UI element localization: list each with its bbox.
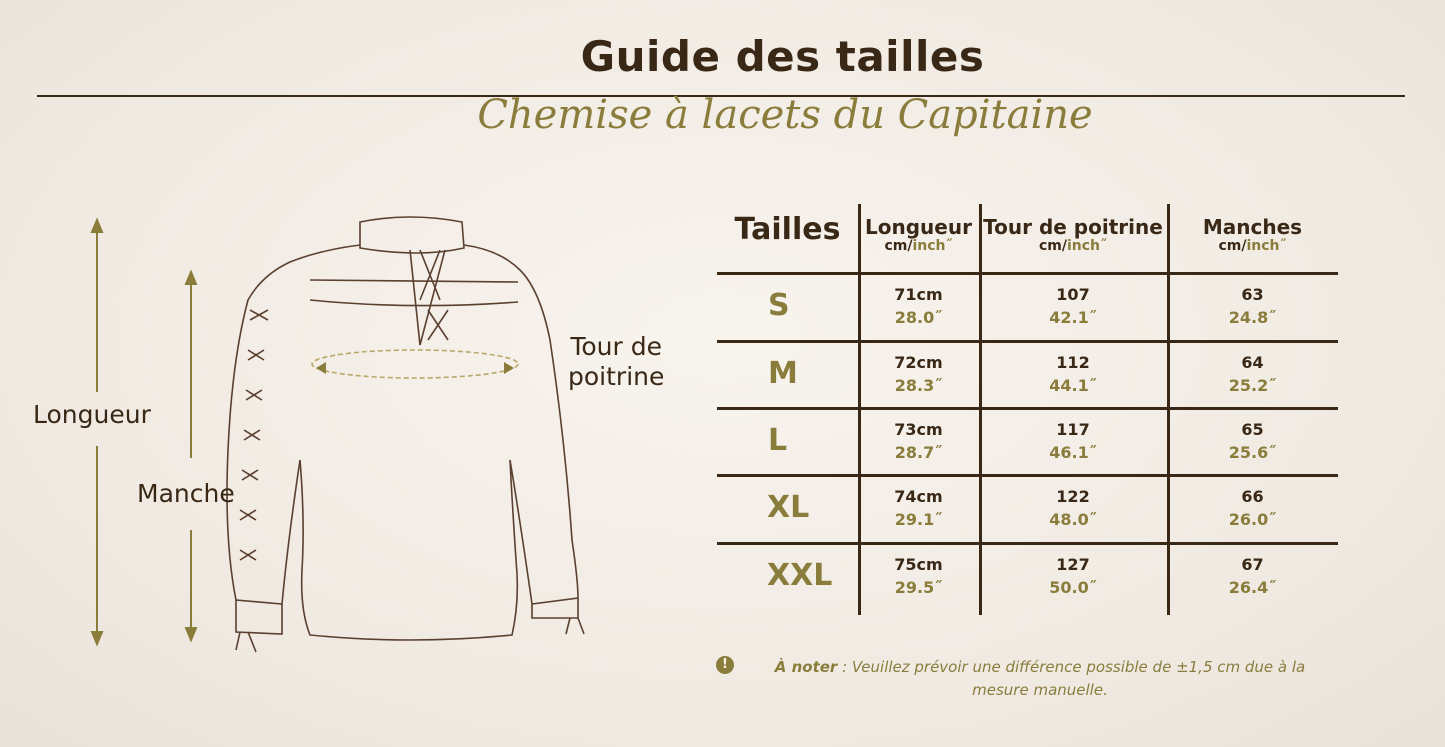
value-inch: 44.1˝ — [1049, 376, 1097, 395]
length-arrow — [90, 217, 104, 647]
value-cm: 66 — [1241, 487, 1264, 506]
value-cm: 72cm — [894, 353, 943, 372]
value-inch: 28.3˝ — [894, 376, 943, 395]
value-cm: 73cm — [894, 420, 943, 439]
size-label: S — [768, 288, 790, 323]
measurement-cell: 117 46.1˝ — [979, 418, 1167, 464]
measurement-cell: 74cm 29.1˝ — [858, 485, 979, 531]
value-inch: 29.1˝ — [894, 510, 943, 529]
note-text: : Veuillez prévoir une différence possib… — [837, 658, 1306, 699]
value-inch: 25.2˝ — [1228, 376, 1277, 395]
table-divider — [979, 204, 982, 615]
unit-cm: cm/ — [884, 238, 913, 254]
measurement-cell: 66 26.0˝ — [1167, 485, 1338, 531]
table-divider — [717, 542, 1338, 545]
measurement-cell: 65 25.6˝ — [1167, 418, 1338, 464]
value-inch: 26.0˝ — [1228, 510, 1277, 529]
measurement-cell: 72cm 28.3˝ — [858, 351, 979, 397]
column-label: Tour de poitrine — [983, 215, 1163, 239]
value-cm: 63 — [1241, 285, 1264, 304]
value-inch: 42.1˝ — [1049, 308, 1097, 327]
chest-label-line1: Tour de — [570, 332, 662, 361]
size-label: XXL — [767, 558, 833, 593]
value-inch: 50.0˝ — [1049, 578, 1097, 597]
value-cm: 64 — [1241, 353, 1264, 372]
value-cm: 65 — [1241, 420, 1264, 439]
measurement-cell: 71cm 28.0˝ — [858, 283, 979, 329]
value-inch: 28.0˝ — [894, 308, 943, 327]
value-inch: 29.5˝ — [894, 578, 943, 597]
size-label: M — [768, 356, 798, 391]
value-inch: 24.8˝ — [1228, 308, 1277, 327]
value-cm: 71cm — [894, 285, 943, 304]
table-divider — [717, 272, 1338, 275]
page-subtitle: Chemise à lacets du Capitaine — [477, 92, 1093, 138]
value-inch: 46.1˝ — [1049, 443, 1097, 462]
column-label: Manches — [1202, 215, 1303, 239]
table-divider — [858, 204, 861, 615]
column-label: Longueur — [865, 215, 972, 239]
size-label: L — [768, 423, 788, 458]
value-cm: 122 — [1056, 487, 1090, 506]
value-inch: 25.6˝ — [1228, 443, 1277, 462]
unit-inch: inch˝ — [912, 238, 953, 254]
shirt-outline-icon — [226, 216, 585, 653]
value-cm: 107 — [1056, 285, 1090, 304]
measurement-cell: 112 44.1˝ — [979, 351, 1167, 397]
value-cm: 112 — [1056, 353, 1090, 372]
value-cm: 127 — [1056, 555, 1090, 574]
shirt-diagram — [90, 216, 585, 653]
sleeve-label: Manche — [137, 479, 235, 508]
value-inch: 28.7˝ — [894, 443, 943, 462]
length-label: Longueur — [33, 400, 151, 429]
table-divider — [717, 407, 1338, 410]
measurement-cell: 67 26.4˝ — [1167, 553, 1338, 599]
measurement-cell: 63 24.8˝ — [1167, 283, 1338, 329]
column-header: Longueur cm/inch˝ — [858, 216, 979, 254]
chest-label-line2: poitrine — [568, 362, 665, 391]
exclamation-circle-icon: ! — [716, 656, 734, 674]
measurement-cell: 107 42.1˝ — [979, 283, 1167, 329]
table-divider — [717, 340, 1338, 343]
note: À noter : Veuillez prévoir une différenc… — [760, 656, 1320, 702]
chest-label: Tour de poitrine — [568, 332, 664, 392]
measurement-cell: 75cm 29.5˝ — [858, 553, 979, 599]
size-label: XL — [767, 490, 810, 525]
unit-inch: inch˝ — [1246, 238, 1287, 254]
unit-cm: cm/ — [1218, 238, 1247, 254]
page-title: Guide des tailles — [580, 32, 985, 81]
size-header: Tailles — [734, 212, 841, 247]
table-divider — [1167, 204, 1170, 615]
title-divider — [37, 95, 1405, 97]
table-divider — [717, 474, 1338, 477]
value-inch: 48.0˝ — [1049, 510, 1097, 529]
value-cm: 117 — [1056, 420, 1090, 439]
column-header: Manches cm/inch˝ — [1167, 216, 1338, 254]
measurement-cell: 73cm 28.7˝ — [858, 418, 979, 464]
value-cm: 67 — [1241, 555, 1264, 574]
unit-inch: inch˝ — [1066, 238, 1108, 254]
unit-cm: cm/ — [1038, 238, 1067, 254]
note-label: À noter — [774, 658, 838, 676]
measurement-cell: 64 25.2˝ — [1167, 351, 1338, 397]
value-cm: 74cm — [894, 487, 943, 506]
sleeve-arrow — [184, 269, 198, 643]
value-cm: 75cm — [894, 555, 943, 574]
measurement-cell: 122 48.0˝ — [979, 485, 1167, 531]
column-header: Tour de poitrine cm/inch˝ — [979, 216, 1167, 254]
value-inch: 26.4˝ — [1228, 578, 1277, 597]
measurement-cell: 127 50.0˝ — [979, 553, 1167, 599]
